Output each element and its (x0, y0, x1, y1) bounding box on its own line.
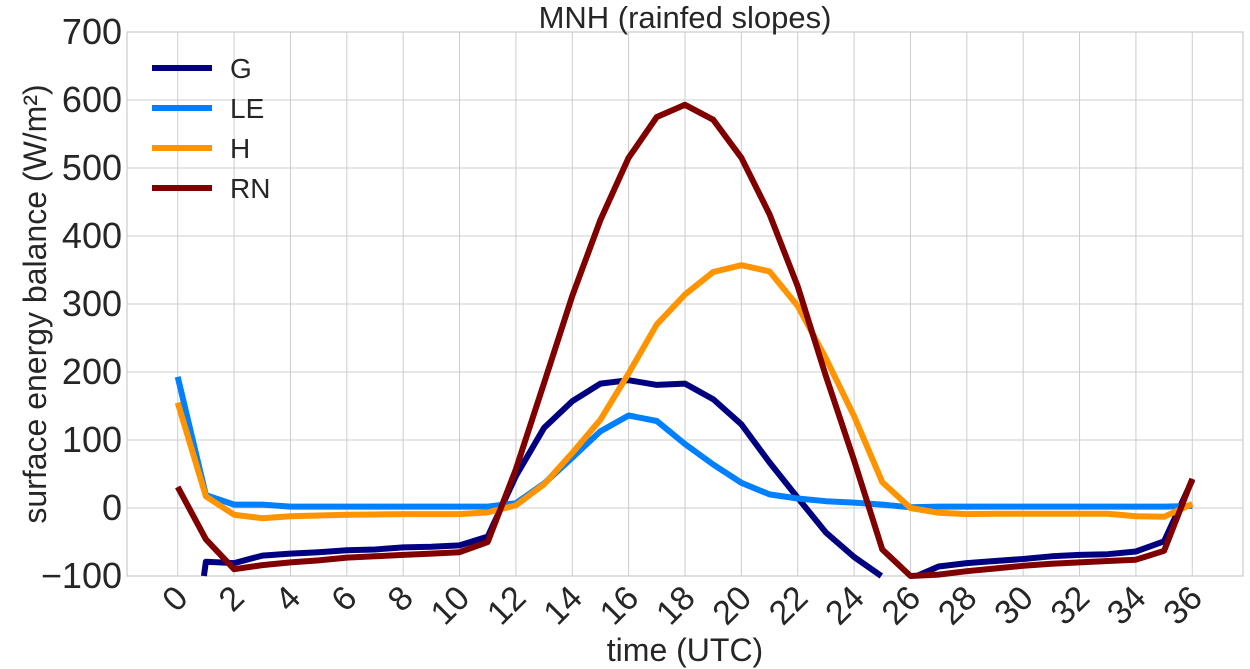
x-tick-label: 34 (1100, 579, 1154, 633)
x-tick-label: 20 (705, 579, 759, 633)
x-tick-label: 22 (762, 579, 816, 633)
y-tick-label: −100 (41, 555, 122, 596)
series-line-h (174, 262, 1194, 522)
series-line-g (200, 377, 884, 579)
grid (127, 31, 1243, 577)
series-lines (174, 101, 1196, 579)
y-tick-label: 400 (62, 215, 122, 256)
y-tick-label: 200 (62, 351, 122, 392)
y-tick-labels: −100 0 100 200 300 400 500 600 700 (41, 11, 122, 596)
y-tick-label: 600 (62, 79, 122, 120)
legend-label-g: G (230, 53, 252, 84)
x-tick-label: 14 (536, 579, 590, 633)
x-tick-label: 32 (1044, 579, 1098, 633)
y-tick-label: 300 (62, 283, 122, 324)
y-tick-label: 700 (62, 11, 122, 52)
x-tick-label: 2 (211, 579, 251, 619)
x-tick-label: 12 (480, 579, 534, 633)
x-tick-label: 8 (381, 579, 421, 619)
x-tick-label: 6 (324, 579, 364, 619)
series-line-rn (175, 101, 1196, 579)
x-tick-label: 0 (155, 579, 195, 619)
x-tick-label: 10 (424, 579, 478, 633)
series-line-g (915, 478, 1196, 579)
y-axis-label: surface energy balance (W/m²) (17, 84, 53, 523)
x-tick-label: 36 (1156, 579, 1210, 633)
x-tick-label: 24 (818, 579, 872, 633)
x-tick-label: 30 (987, 579, 1041, 633)
legend: G LE H RN (152, 53, 270, 204)
y-tick-label: 500 (62, 147, 122, 188)
x-axis-label: time (UTC) (607, 632, 763, 668)
x-tick-labels: 0 2 4 6 8 10 12 14 16 18 20 22 24 26 28 30 32 34 36 (155, 579, 1210, 633)
x-tick-label: 4 (268, 579, 308, 619)
x-tick-label: 16 (593, 579, 647, 633)
legend-label-rn: RN (230, 173, 270, 204)
x-tick-label: 28 (931, 579, 985, 633)
y-tick-label: 0 (102, 487, 122, 528)
series-line-le (174, 376, 1193, 511)
legend-label-le: LE (230, 93, 264, 124)
chart-title: MNH (rainfed slopes) (539, 0, 832, 35)
plot-frame (126, 31, 1244, 577)
legend-label-h: H (230, 133, 250, 164)
y-tick-label: 100 (62, 419, 122, 460)
x-tick-label: 18 (649, 579, 703, 633)
x-tick-label: 26 (874, 579, 928, 633)
